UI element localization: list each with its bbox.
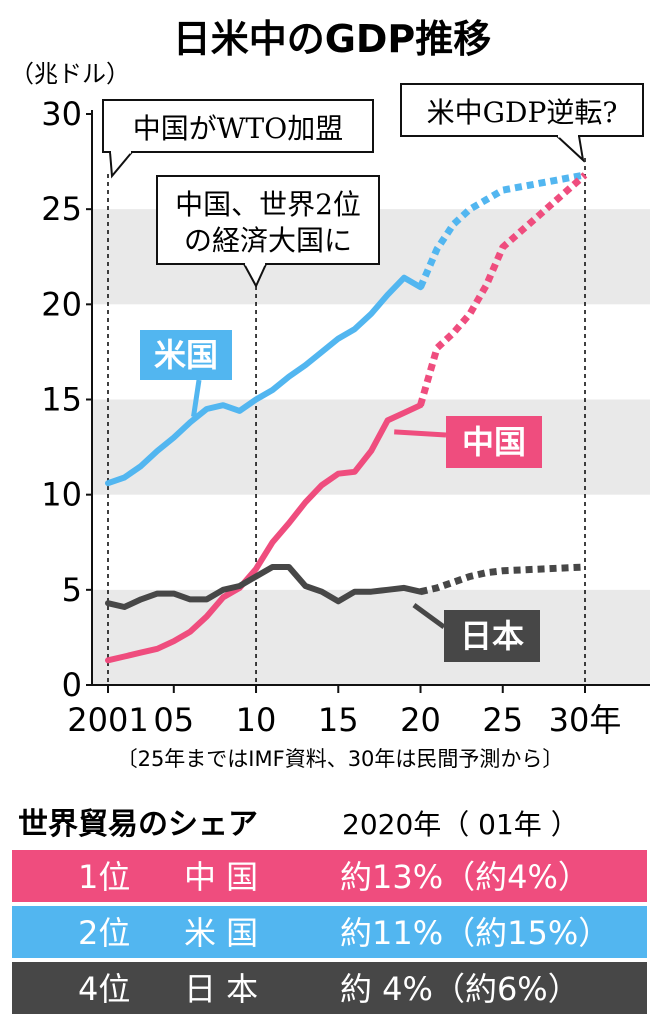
callout-text: 中国がWTO加盟 <box>133 112 343 145</box>
series-forecast-0 <box>417 171 586 289</box>
x-tick-label: 20 <box>400 701 441 739</box>
y-axis-unit: （兆ドル） <box>10 60 130 88</box>
share-value: 約13%（約4%） <box>340 858 590 896</box>
share-rank: 1位 <box>78 858 130 896</box>
callout-text: の経済大国に <box>184 224 352 257</box>
share-row-bg <box>12 906 647 958</box>
callout-tail <box>554 135 585 163</box>
annotation-callout: 中国がWTO加盟 <box>102 99 374 179</box>
series-forecast-2 <box>419 563 586 596</box>
series-label: 中国 <box>462 423 526 461</box>
series-label-box <box>444 610 540 662</box>
share-rank: 2位 <box>78 914 130 952</box>
series-label-pointer <box>412 603 446 630</box>
share-country: 日 本 <box>184 970 258 1008</box>
x-tick-label: 15 <box>318 701 359 739</box>
x-tick-label: 05 <box>153 701 194 739</box>
callout-text: 米中GDP逆転? <box>427 96 618 129</box>
y-tick-label: 30 <box>41 95 82 133</box>
series-label: 米国 <box>154 336 218 374</box>
y-tick-label: 10 <box>41 476 82 514</box>
series-line-2 <box>105 564 424 610</box>
y-tick-label: 0 <box>62 666 82 704</box>
series-label-pointer <box>191 379 202 417</box>
series-label-box <box>140 330 232 380</box>
x-tick-label: 30年 <box>549 701 622 739</box>
series-label-box <box>446 416 542 468</box>
x-tick-label: 25 <box>482 701 523 739</box>
callout-tail <box>108 151 135 179</box>
series-label-pointer <box>394 429 447 438</box>
callout-box <box>156 175 380 265</box>
x-tick-label: 10 <box>236 701 277 739</box>
share-rank: 4位 <box>78 970 130 1008</box>
series-line-1 <box>105 402 424 664</box>
chart-title: 日米中のGDP推移 <box>173 17 492 61</box>
callout-box <box>400 83 644 137</box>
callout-box <box>102 99 374 153</box>
y-tick-label: 5 <box>62 571 82 609</box>
share-row-bg <box>12 850 647 902</box>
share-value: 約11%（約15%） <box>340 914 610 952</box>
share-country: 中 国 <box>184 858 258 896</box>
share-value: 約 4%（約6%） <box>340 970 580 1008</box>
annotation-callout: 米中GDP逆転? <box>400 83 644 163</box>
x-tick-label: 2001 <box>67 701 148 739</box>
callout-text: 中国、世界2位 <box>175 188 361 221</box>
share-title: 世界貿易のシェア <box>18 807 258 842</box>
share-country: 米 国 <box>184 914 258 952</box>
y-tick-label: 25 <box>41 190 82 228</box>
source-note: 〔25年まではIMF資料、30年は民間予測から〕 <box>117 747 564 771</box>
series-forecast-1 <box>417 172 588 407</box>
y-tick-label: 20 <box>41 285 82 323</box>
series-label: 日本 <box>460 617 524 655</box>
share-header: 2020年（ 01年 ） <box>342 808 579 841</box>
share-row-bg <box>12 962 647 1014</box>
y-tick-label: 15 <box>41 381 82 419</box>
series-line-0 <box>105 274 424 487</box>
